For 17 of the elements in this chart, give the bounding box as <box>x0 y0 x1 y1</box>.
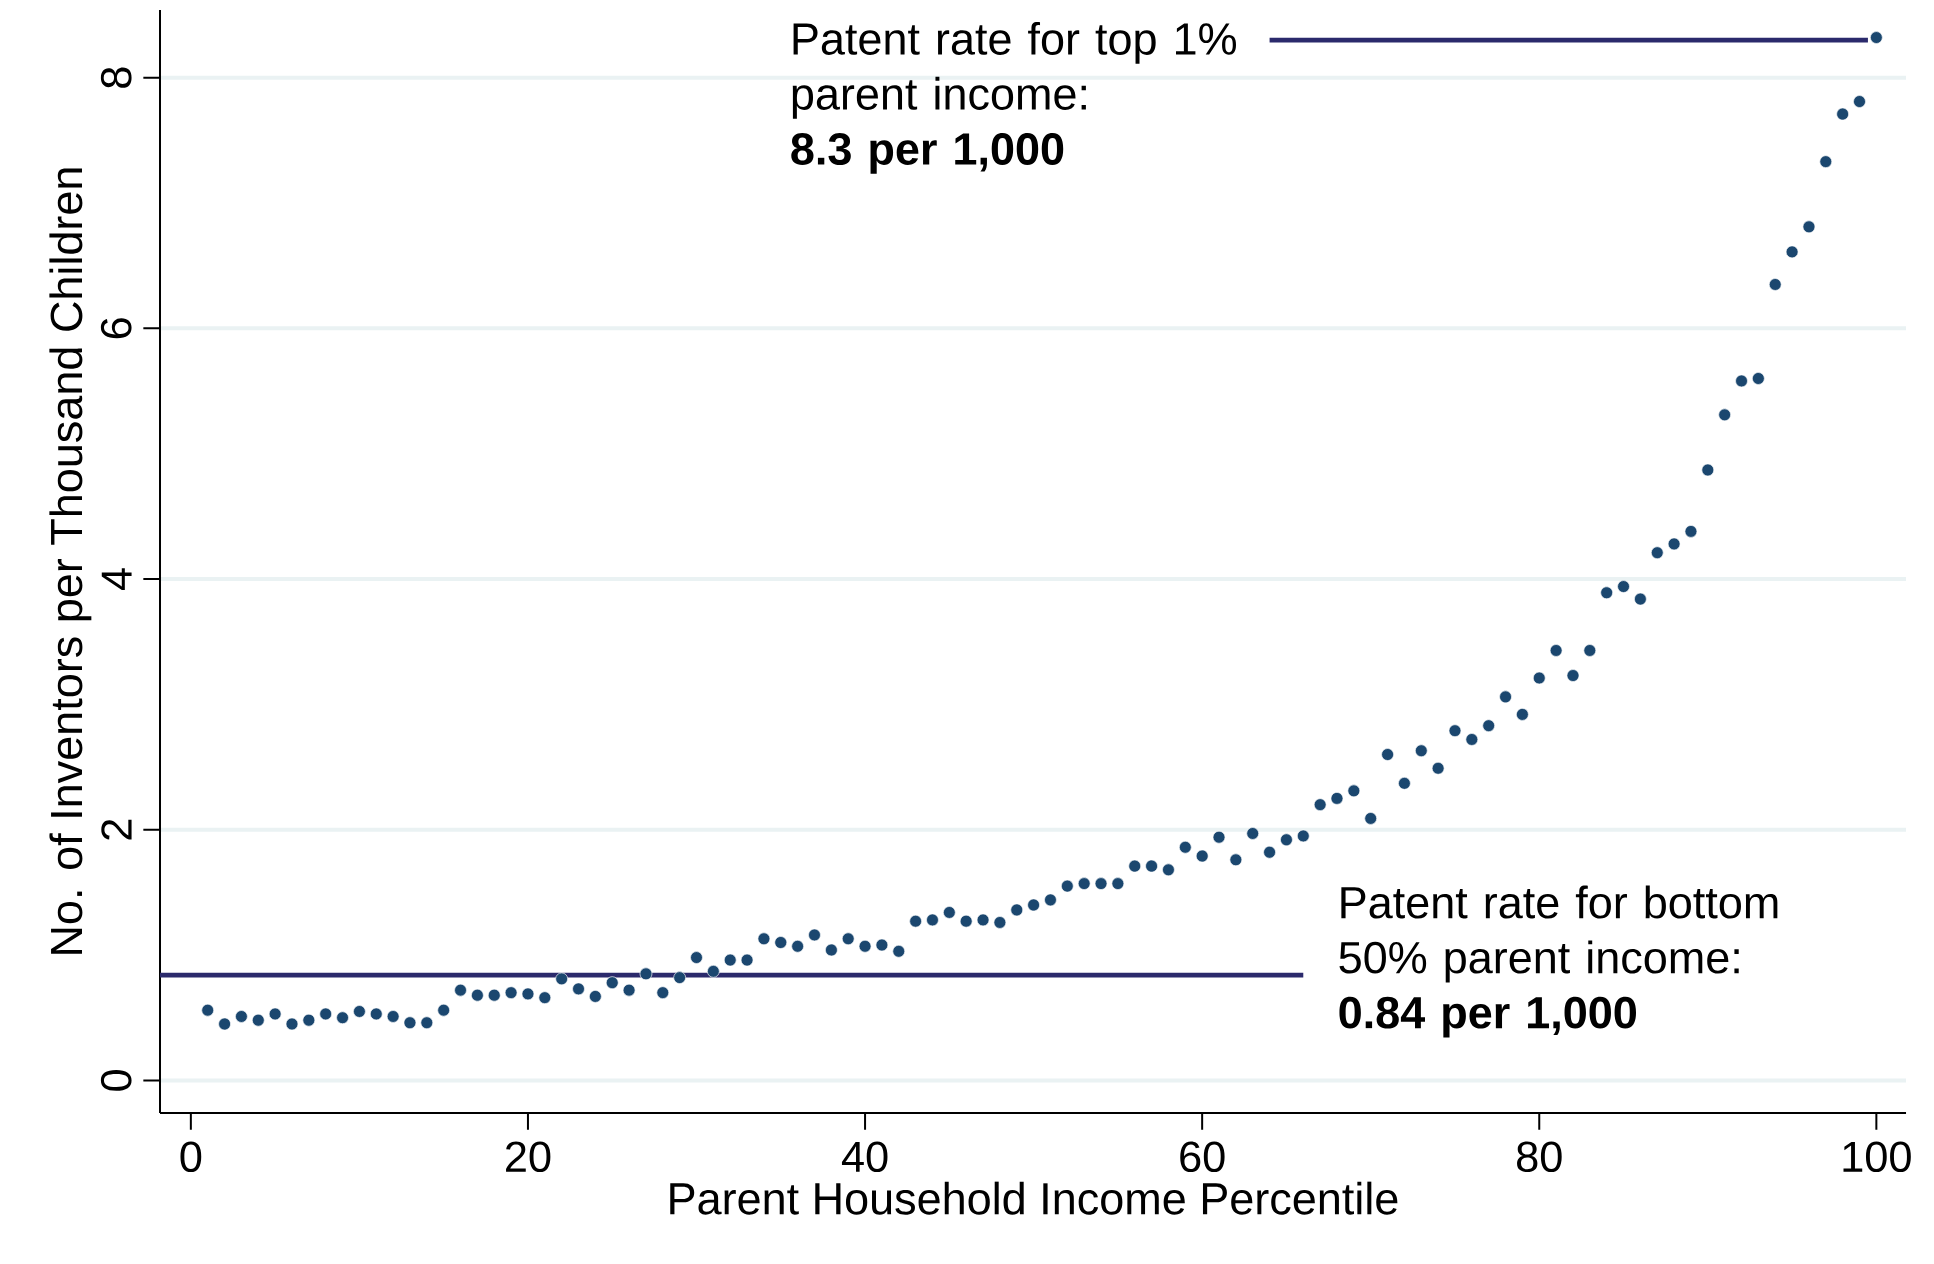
y-tick-label: 6 <box>100 318 132 339</box>
x-tick-label: 0 <box>180 1141 202 1173</box>
y-tick-label: 2 <box>101 819 132 840</box>
x-tick-label: 60 <box>1180 1141 1225 1173</box>
x-axis-title: Parent Household Income Percentile <box>670 1181 1398 1215</box>
x-tick-label: 20 <box>506 1141 551 1173</box>
y-tick-label: 4 <box>101 568 132 591</box>
ref-line-label: Patent rate for bottom 50% parent income: <box>1339 885 1778 983</box>
annotation: 8.3 per 1,000 <box>791 133 1064 174</box>
x-tick-label: 100 <box>1843 1141 1911 1173</box>
y-tick-label: 8 <box>100 67 132 88</box>
ref-line-label: Patent rate for top 1% parent income: <box>792 21 1236 119</box>
y-tick-label: 0 <box>100 1070 132 1091</box>
y-axis-title: No. of Inventors per Thousand Children <box>49 168 92 954</box>
annotation: 0.84 per 1,000 <box>1339 996 1636 1038</box>
x-tick-label: 40 <box>841 1141 888 1173</box>
x-tick-label: 80 <box>1517 1141 1562 1173</box>
